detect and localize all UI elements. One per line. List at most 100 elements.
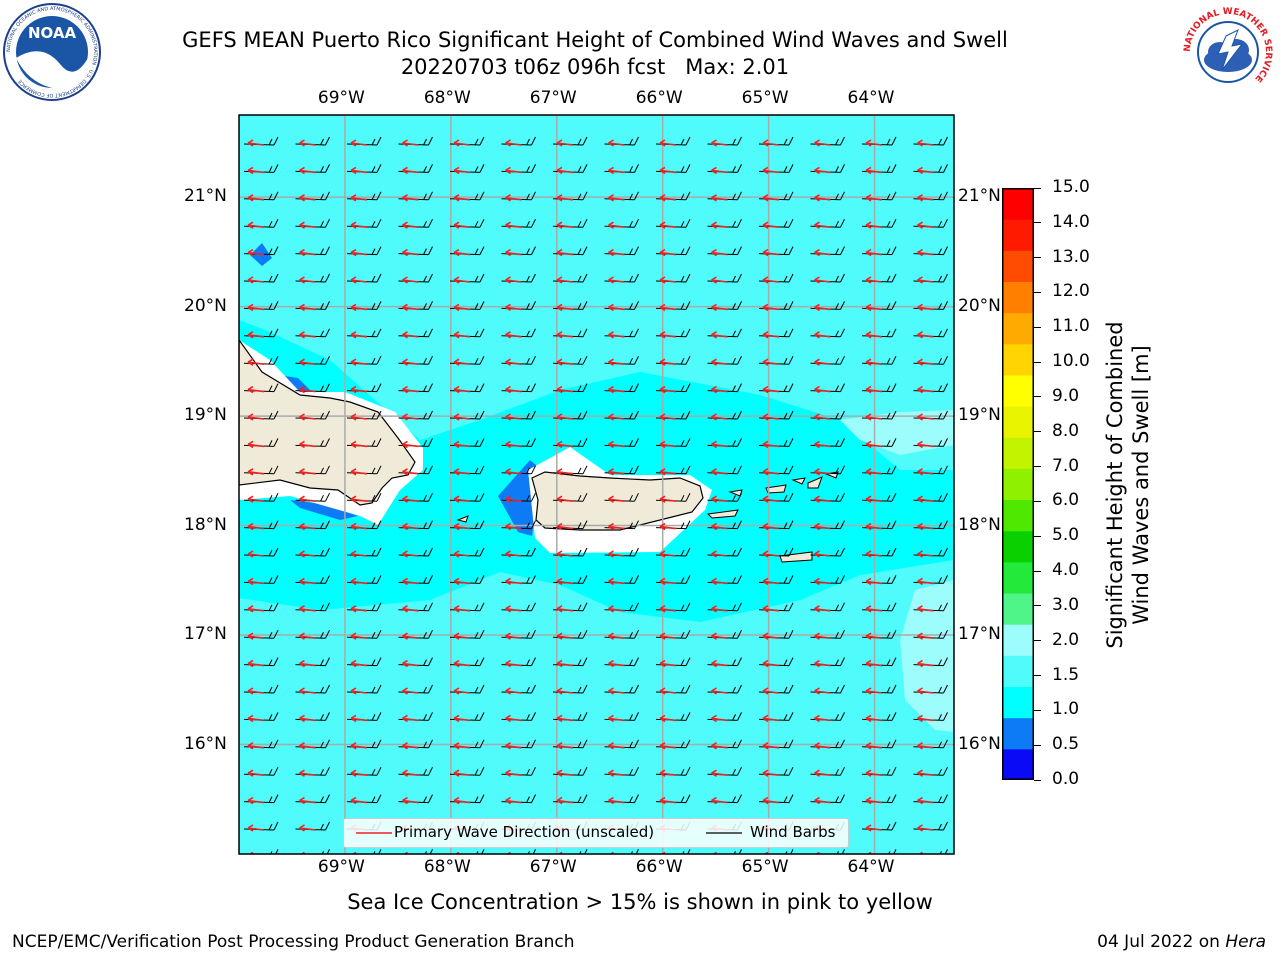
vector-cell [861, 547, 897, 558]
colorbar-tick-mark [1034, 535, 1041, 537]
vector-cell [295, 273, 330, 284]
wind-barb [449, 520, 485, 530]
wind-barb [295, 629, 330, 639]
wind-barb [243, 629, 279, 639]
wind-barb [346, 547, 382, 557]
wave-direction-arrow [299, 166, 316, 175]
wave-direction-arrow [814, 358, 831, 366]
wind-barb [398, 684, 433, 694]
vector-cell [552, 410, 588, 421]
wave-direction-arrow [556, 632, 574, 640]
vector-cell [552, 657, 588, 668]
vector-cell [861, 191, 897, 202]
wind-barb [913, 492, 948, 502]
vector-cell [501, 739, 536, 750]
wave-direction-arrow [608, 440, 625, 449]
wind-barb [707, 712, 742, 721]
wind-barb [655, 465, 691, 475]
swh-contour-0-5-1-0-mona [498, 460, 542, 536]
wave-direction-arrow [556, 796, 574, 805]
wind-barb [861, 273, 897, 283]
vector-cell [295, 575, 330, 586]
wave-direction-arrow [350, 194, 368, 202]
vector-cell [295, 684, 330, 695]
wave-direction-arrow [247, 385, 265, 394]
wind-barb [552, 657, 588, 667]
wave-direction-arrow [762, 194, 780, 202]
vector-cell [609, 849, 639, 854]
vector-cell [295, 629, 330, 640]
vector-cell [243, 657, 279, 668]
wave-direction-arrow [247, 550, 265, 558]
wave-direction-arrow [505, 276, 522, 284]
vector-cell [398, 355, 433, 366]
wave-direction-arrow [865, 440, 883, 449]
wind-barb [810, 328, 845, 338]
wind-barb [295, 465, 330, 475]
land-mask-hispaniola [239, 340, 423, 525]
wind-barb [707, 273, 742, 283]
lon-label-bottom: 65°W [741, 857, 789, 877]
vector-cell [398, 465, 433, 476]
vector-cell [501, 383, 536, 394]
wind-barb [655, 438, 691, 447]
wind-barb [861, 684, 897, 694]
vector-cell [398, 712, 433, 723]
wind-barb [552, 218, 588, 228]
wind-barb [398, 766, 433, 776]
vector-cell [707, 575, 742, 586]
wind-barb [604, 355, 639, 365]
vector-cell [398, 520, 433, 531]
vector-cell [449, 520, 485, 531]
wind-barb [913, 218, 948, 228]
vector-cell [707, 438, 742, 449]
vector-cell [655, 465, 691, 476]
wave-direction-arrow [917, 358, 934, 366]
wind-barb [810, 218, 845, 228]
wave-direction-arrow [608, 413, 625, 421]
wind-barb [707, 191, 742, 201]
vector-cell [449, 328, 485, 339]
wave-direction-arrow [556, 331, 574, 339]
wind-barb [913, 739, 948, 749]
wind-barb [552, 273, 588, 283]
vector-cell [501, 766, 536, 777]
vector-cell [346, 602, 382, 613]
vector-cell [398, 383, 433, 394]
vector-cell [707, 218, 742, 229]
vector-cell [810, 766, 845, 777]
wind-barb [861, 410, 897, 420]
wave-direction-arrow [711, 166, 728, 175]
lon-label-bottom: 69°W [317, 857, 365, 877]
wind-barb [810, 492, 845, 502]
wave-direction-arrow [762, 495, 780, 503]
wave-direction-arrow [247, 248, 265, 257]
vector-cell [913, 766, 948, 777]
vector-cell [758, 465, 794, 476]
vector-cell [398, 164, 433, 175]
ocean-background [239, 115, 954, 854]
vector-field [243, 136, 948, 854]
colorbar-segment [1002, 343, 1034, 376]
wave-direction-arrow [453, 468, 471, 476]
vector-cell [604, 355, 639, 366]
wave-direction-arrow [453, 769, 471, 777]
wind-barb [398, 164, 433, 173]
wave-direction-arrow [917, 550, 934, 558]
wind-barb [707, 492, 742, 502]
wave-direction-arrow [453, 522, 471, 531]
wave-direction-arrow [711, 221, 728, 229]
graticule [239, 115, 954, 854]
wind-barb [810, 657, 845, 667]
wave-direction-arrow [556, 605, 574, 613]
vector-cell [449, 246, 485, 257]
vector-cell [501, 355, 536, 366]
vector-cell [501, 657, 536, 668]
wave-direction-arrow [659, 248, 677, 257]
wave-direction-arrow [608, 495, 625, 503]
wind-barb [398, 383, 433, 393]
wave-direction-arrow [814, 194, 831, 202]
wind-barb [913, 246, 948, 256]
vector-cell [501, 218, 536, 229]
wave-direction-arrow [917, 139, 934, 147]
